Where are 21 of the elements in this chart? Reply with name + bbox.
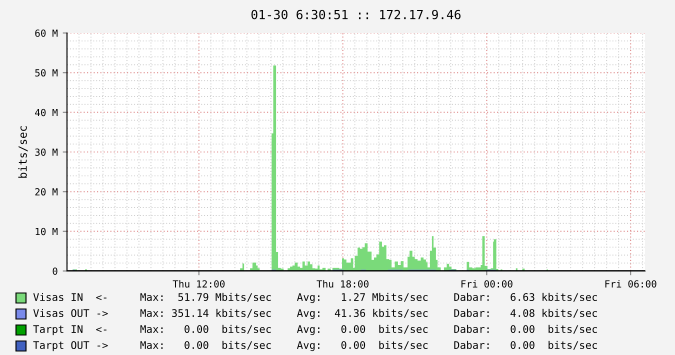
y-tick-label: 60 M bbox=[35, 30, 58, 37]
legend-label: Tarpt OUT -> bbox=[33, 341, 108, 352]
text: Max: 0.00 bits/sec Avg: 0.00 bits/sec Dabar: 0.00 bits/sec bbox=[140, 340, 597, 352]
y-tick-label: 50 M bbox=[35, 69, 58, 77]
text: Max: 0.00 bits/sec Avg: 0.00 bits/sec Dabar: 0.00 bits/sec bbox=[140, 324, 597, 336]
x-tick-label: Fri 06:00 bbox=[605, 280, 656, 288]
y-axis-title: bits/sec bbox=[18, 126, 28, 178]
text: Max: 51.79 Mbits/sec Avg: 1.27 Mbits/sec Dabar: 6.63 kbits/sec bbox=[140, 292, 597, 304]
y-tick-label: 0 bbox=[52, 268, 58, 275]
x-tick-label: Fri 00:00 bbox=[461, 280, 512, 288]
x-tick-label: Thu 12:00 bbox=[172, 280, 225, 288]
x-tick-label: Thu 18:00 bbox=[316, 280, 369, 288]
y-tick-label: 20 M bbox=[35, 188, 58, 196]
legend-label: Tarpt IN <- bbox=[33, 325, 106, 336]
y-tick-label: 30 M bbox=[35, 148, 58, 156]
text: Max: 351.14 kbits/sec Avg: 41.36 kbits/sec Dabar: 4.08 kbits/sec bbox=[140, 308, 597, 320]
chart-title: 01-30 6:30:51 :: 172.17.9.46 bbox=[251, 10, 461, 20]
y-tick-label: 40 M bbox=[35, 108, 58, 116]
legend-label: Visas IN <- bbox=[33, 292, 106, 302]
y-tick-label: 10 M bbox=[36, 228, 58, 236]
legend-label: Visas OUT -> bbox=[33, 308, 108, 318]
